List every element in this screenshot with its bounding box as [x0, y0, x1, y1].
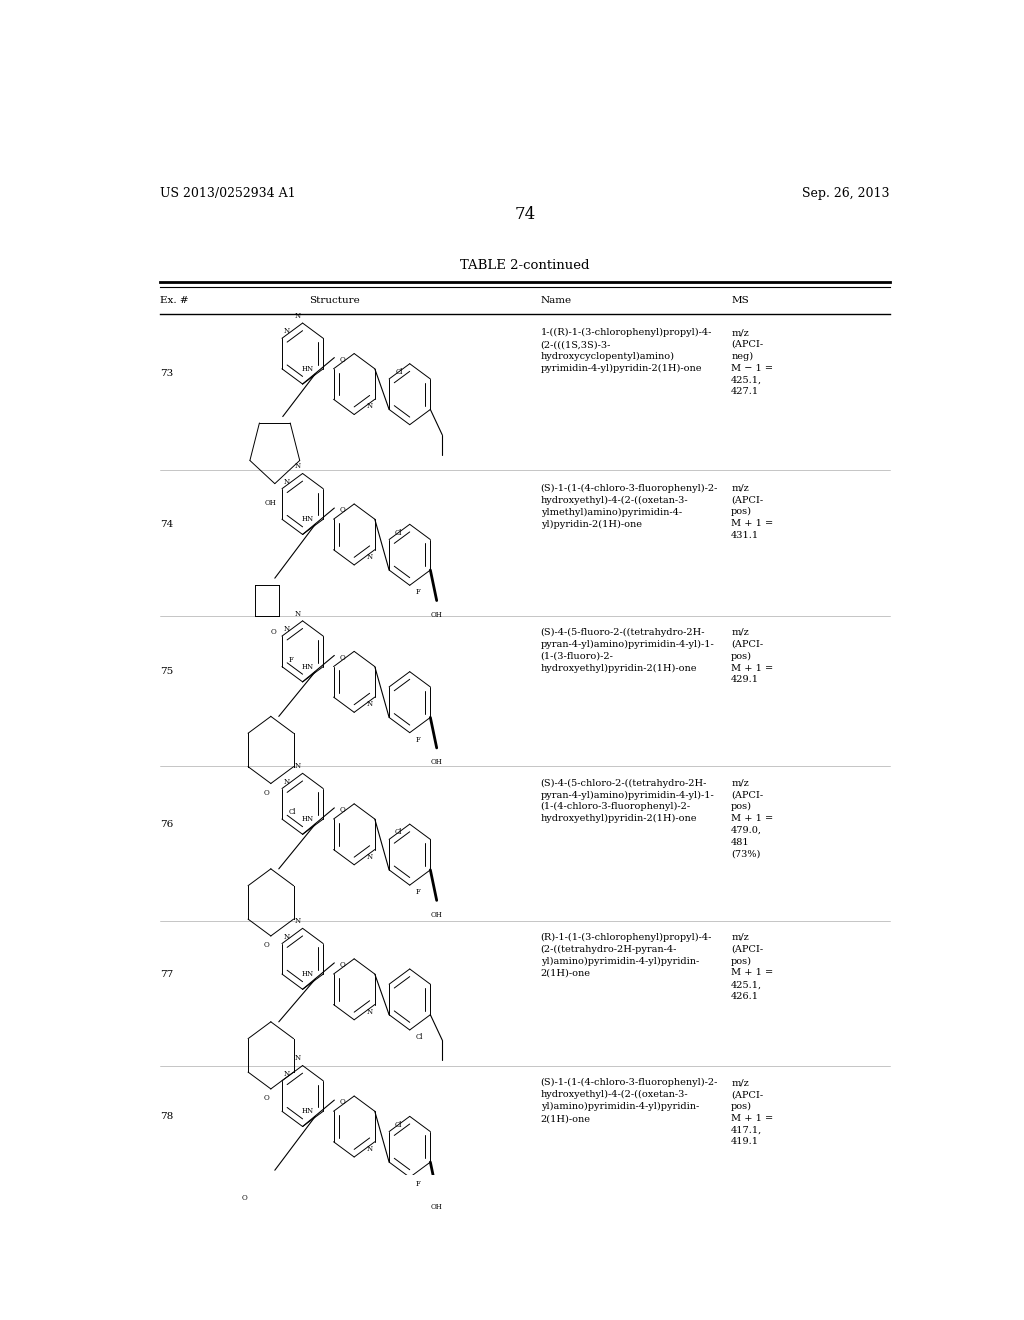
Text: 78: 78: [160, 1111, 173, 1121]
Text: OH: OH: [431, 1203, 442, 1210]
Text: N: N: [284, 932, 290, 941]
Text: HN: HN: [301, 663, 313, 671]
Text: m/z
(APCI-
pos)
M + 1 =
479.0,
481
(73%): m/z (APCI- pos) M + 1 = 479.0, 481 (73%): [731, 779, 773, 858]
Text: 73: 73: [160, 370, 173, 379]
Text: N: N: [295, 762, 301, 771]
Text: Cl: Cl: [289, 808, 296, 816]
Text: O: O: [264, 788, 269, 796]
Text: OH: OH: [265, 499, 276, 507]
Text: OH: OH: [431, 611, 442, 619]
Text: O: O: [340, 961, 346, 969]
Text: m/z
(APCI-
pos)
M + 1 =
429.1: m/z (APCI- pos) M + 1 = 429.1: [731, 628, 773, 684]
Text: N: N: [367, 853, 373, 861]
Text: N: N: [295, 312, 301, 319]
Text: TABLE 2-continued: TABLE 2-continued: [460, 259, 590, 272]
Text: 75: 75: [160, 667, 173, 676]
Text: Cl: Cl: [394, 829, 402, 837]
Text: m/z
(APCI-
neg)
M − 1 =
425.1,
427.1: m/z (APCI- neg) M − 1 = 425.1, 427.1: [731, 329, 773, 396]
Text: O: O: [340, 1098, 346, 1106]
Text: N: N: [284, 478, 290, 486]
Text: MS: MS: [731, 296, 749, 305]
Text: m/z
(APCI-
pos)
M + 1 =
417.1,
419.1: m/z (APCI- pos) M + 1 = 417.1, 419.1: [731, 1078, 773, 1146]
Text: N: N: [284, 777, 290, 785]
Text: HN: HN: [301, 970, 313, 978]
Text: O: O: [340, 355, 346, 364]
Text: F: F: [416, 589, 420, 597]
Text: N: N: [295, 462, 301, 470]
Text: O: O: [264, 941, 269, 949]
Text: Ex. #: Ex. #: [160, 296, 188, 305]
Text: F: F: [416, 1180, 420, 1188]
Text: (S)-1-(1-(4-chloro-3-fluorophenyl)-2-
hydroxyethyl)-4-(2-((oxetan-3-
yl)amino)py: (S)-1-(1-(4-chloro-3-fluorophenyl)-2- hy…: [541, 1078, 718, 1123]
Text: 1-((R)-1-(3-chlorophenyl)propyl)-4-
(2-(((1S,3S)-3-
hydroxycyclopentyl)amino)
py: 1-((R)-1-(3-chlorophenyl)propyl)-4- (2-(…: [541, 329, 712, 374]
Text: O: O: [270, 628, 276, 636]
Text: Cl: Cl: [394, 1121, 402, 1129]
Text: N: N: [367, 1144, 373, 1152]
Text: N: N: [284, 1069, 290, 1077]
Text: US 2013/0252934 A1: US 2013/0252934 A1: [160, 187, 295, 201]
Text: (S)-1-(1-(4-chloro-3-fluorophenyl)-2-
hydroxyethyl)-4-(2-((oxetan-3-
ylmethyl)am: (S)-1-(1-(4-chloro-3-fluorophenyl)-2- hy…: [541, 483, 718, 529]
Text: HN: HN: [301, 814, 313, 824]
Text: Cl: Cl: [416, 1034, 423, 1041]
Text: F: F: [416, 888, 420, 896]
Text: N: N: [367, 403, 373, 411]
Text: 74: 74: [514, 206, 536, 223]
Text: 76: 76: [160, 820, 173, 829]
Text: Cl: Cl: [395, 368, 402, 376]
Text: N: N: [295, 610, 301, 618]
Text: HN: HN: [301, 1107, 313, 1115]
Text: N: N: [295, 1055, 301, 1063]
Text: Structure: Structure: [309, 296, 359, 305]
Text: N: N: [367, 553, 373, 561]
Text: Sep. 26, 2013: Sep. 26, 2013: [803, 187, 890, 201]
Text: N: N: [295, 917, 301, 925]
Text: HN: HN: [301, 515, 313, 523]
Text: Cl: Cl: [394, 528, 402, 536]
Text: O: O: [340, 807, 346, 814]
Text: (S)-4-(5-chloro-2-((tetrahydro-2H-
pyran-4-yl)amino)pyrimidin-4-yl)-1-
(1-(4-chl: (S)-4-(5-chloro-2-((tetrahydro-2H- pyran…: [541, 779, 715, 824]
Text: (R)-1-(1-(3-chlorophenyl)propyl)-4-
(2-((tetrahydro-2H-pyran-4-
yl)amino)pyrimid: (R)-1-(1-(3-chlorophenyl)propyl)-4- (2-(…: [541, 933, 712, 978]
Text: N: N: [284, 626, 290, 634]
Text: N: N: [367, 700, 373, 708]
Text: HN: HN: [301, 364, 313, 372]
Text: 74: 74: [160, 520, 173, 529]
Text: N: N: [284, 327, 290, 335]
Text: F: F: [416, 735, 420, 743]
Text: (S)-4-(5-fluoro-2-((tetrahydro-2H-
pyran-4-yl)amino)pyrimidin-4-yl)-1-
(1-(3-flu: (S)-4-(5-fluoro-2-((tetrahydro-2H- pyran…: [541, 628, 715, 673]
Text: F: F: [289, 656, 293, 664]
Text: N: N: [367, 1007, 373, 1015]
Text: OH: OH: [431, 911, 442, 919]
Text: 77: 77: [160, 970, 173, 978]
Text: Name: Name: [541, 296, 571, 305]
Text: O: O: [242, 1193, 248, 1201]
Text: m/z
(APCI-
pos)
M + 1 =
425.1,
426.1: m/z (APCI- pos) M + 1 = 425.1, 426.1: [731, 933, 773, 1001]
Text: O: O: [340, 653, 346, 661]
Text: O: O: [264, 1094, 269, 1102]
Text: OH: OH: [431, 758, 442, 766]
Text: O: O: [340, 506, 346, 515]
Text: m/z
(APCI-
pos)
M + 1 =
431.1: m/z (APCI- pos) M + 1 = 431.1: [731, 483, 773, 540]
